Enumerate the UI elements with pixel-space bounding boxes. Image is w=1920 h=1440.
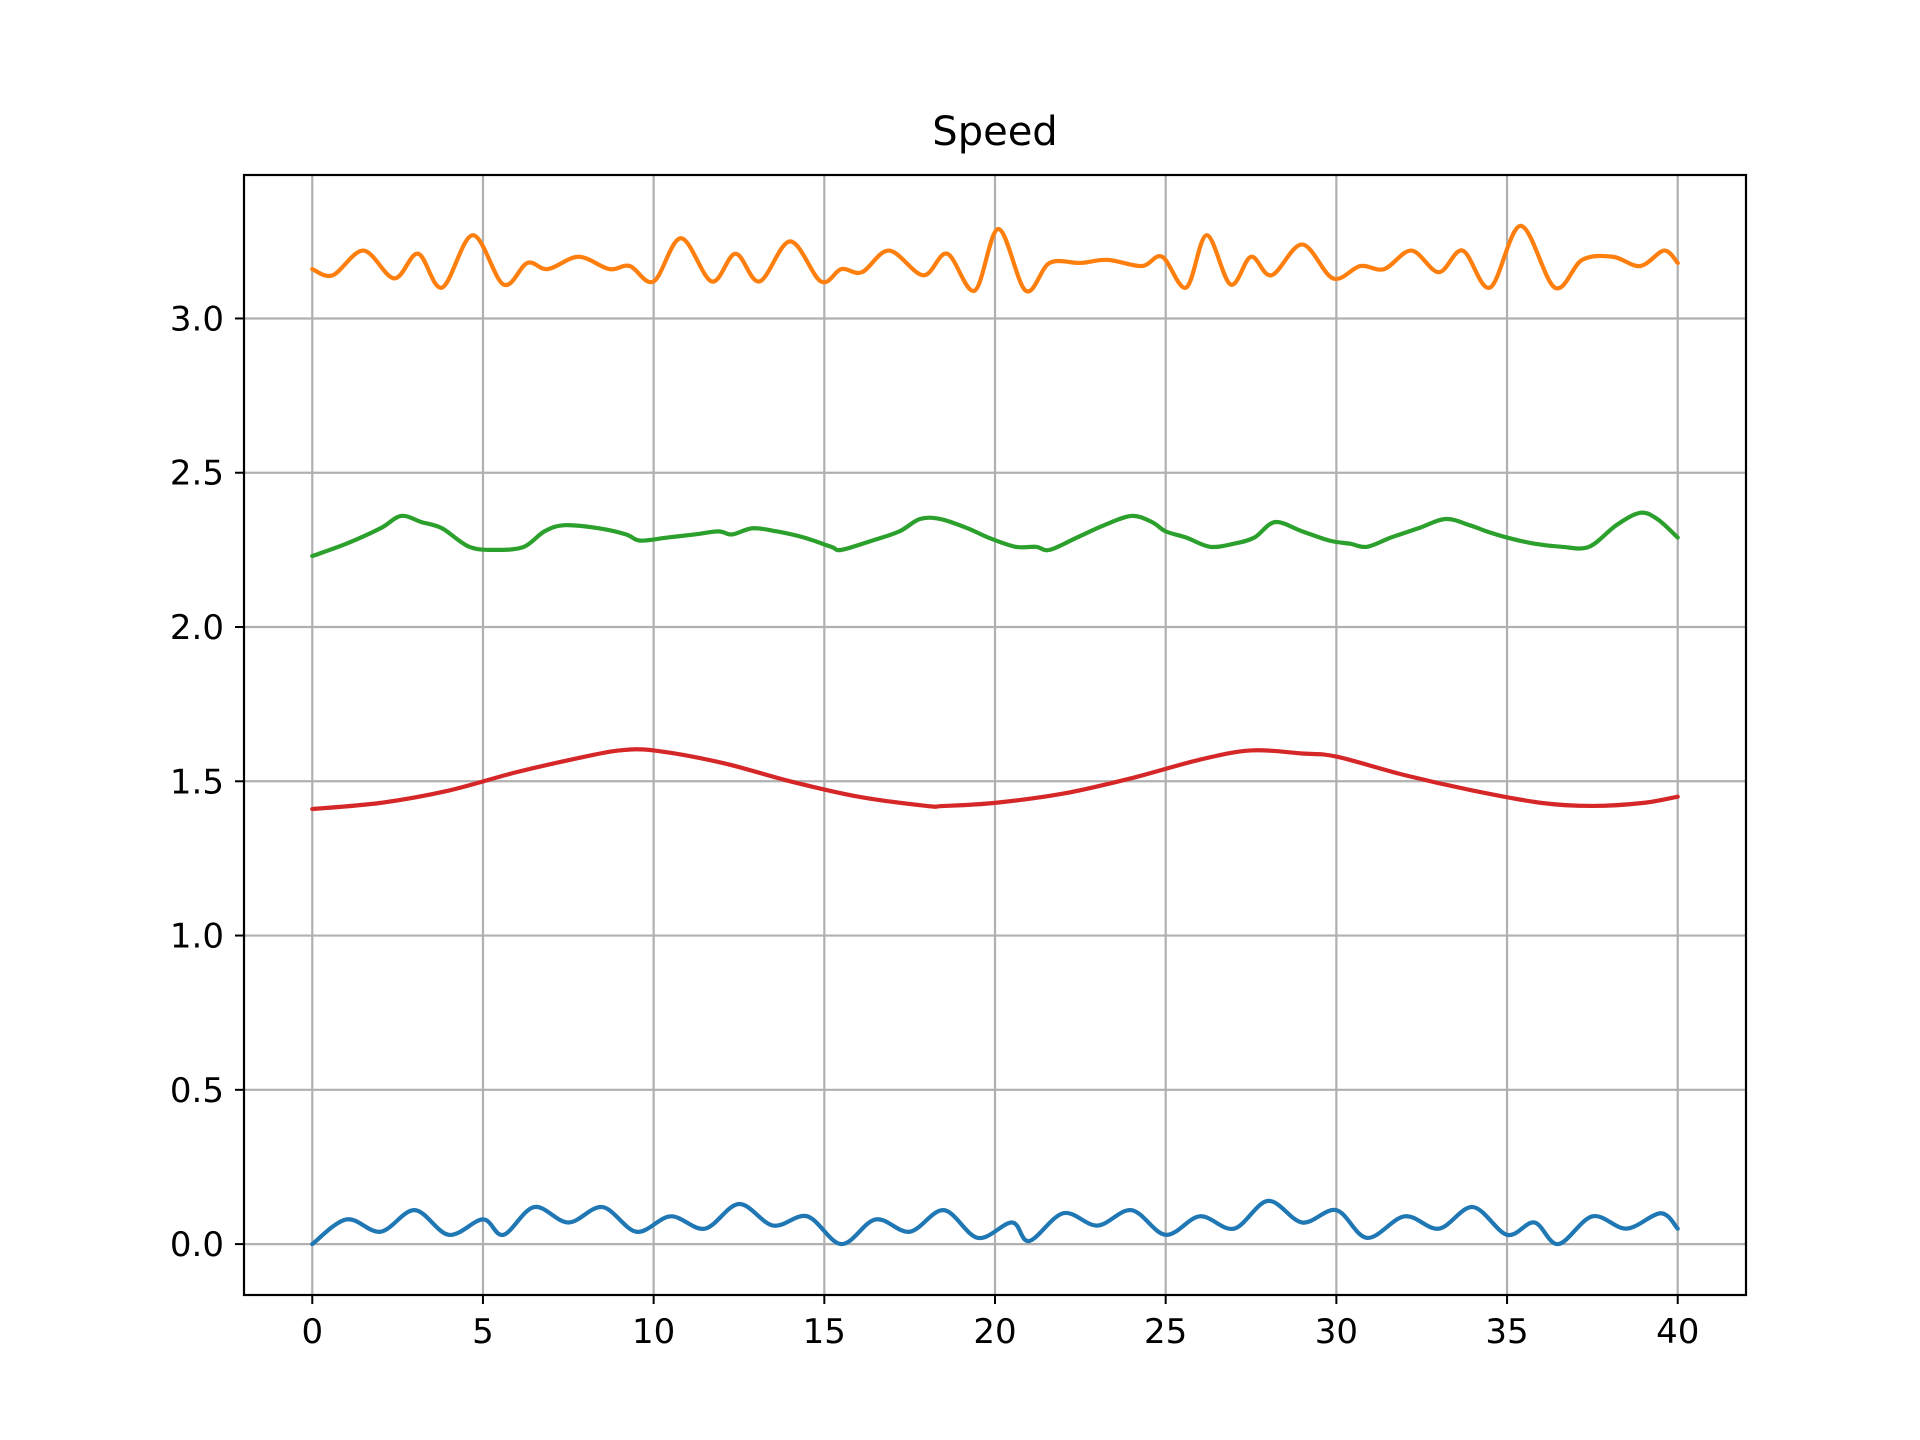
x-axis: 0 5 10 15 20 25 30 35 40	[301, 1295, 1699, 1352]
series-layer	[310, 223, 1680, 1247]
series-red-line	[310, 747, 1680, 812]
series-orange-line	[310, 223, 1680, 294]
x-tick-label: 40	[1656, 1312, 1699, 1352]
y-tick-label: 3.0	[170, 299, 224, 339]
series-blue-line	[310, 1198, 1680, 1247]
y-axis: 0.0 0.5 1.0 1.5 2.0 2.5 3.0	[170, 299, 244, 1265]
x-tick-label: 10	[632, 1312, 675, 1352]
x-tick-label: 20	[973, 1312, 1016, 1352]
x-tick-label: 0	[301, 1312, 323, 1352]
y-tick-label: 2.5	[170, 454, 224, 494]
y-tick-label: 1.0	[170, 917, 224, 957]
y-tick-label: 0.5	[170, 1071, 224, 1111]
grid-lines	[244, 175, 1746, 1295]
x-tick-label: 35	[1485, 1312, 1528, 1352]
series-green-line	[310, 510, 1680, 559]
y-tick-label: 0.0	[170, 1225, 224, 1265]
x-tick-label: 25	[1144, 1312, 1187, 1352]
x-tick-label: 15	[803, 1312, 846, 1352]
chart-title: Speed	[932, 109, 1057, 155]
x-tick-label: 5	[472, 1312, 494, 1352]
x-tick-label: 30	[1315, 1312, 1358, 1352]
y-tick-label: 2.0	[170, 608, 224, 648]
y-tick-label: 1.5	[170, 762, 224, 802]
